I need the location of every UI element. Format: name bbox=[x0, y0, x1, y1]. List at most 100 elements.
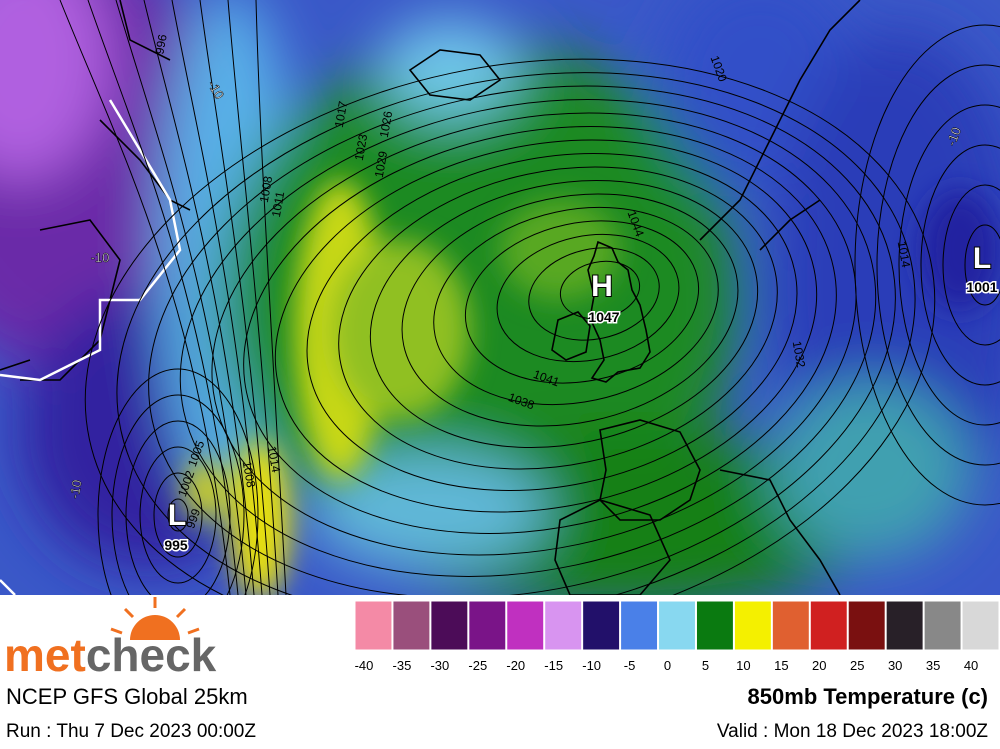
isobar bbox=[559, 260, 641, 320]
isobar-label: 1011 bbox=[269, 190, 287, 218]
isobar bbox=[369, 179, 759, 449]
isobar bbox=[964, 224, 1000, 306]
isobar bbox=[401, 193, 739, 427]
temperature-label: -10 bbox=[91, 250, 110, 265]
isobar bbox=[199, 0, 271, 595]
temperature-label: -10 bbox=[944, 125, 965, 148]
isobar bbox=[243, 126, 837, 534]
isobar bbox=[59, 0, 231, 595]
logo-sun bbox=[110, 597, 200, 640]
color-swatch bbox=[847, 600, 886, 651]
product-name: 850mb Temperature (c) bbox=[747, 684, 988, 709]
isobar bbox=[898, 104, 1000, 426]
scale-label: 30 bbox=[888, 658, 902, 673]
model-name: NCEP GFS Global 25km bbox=[6, 684, 248, 709]
coastlines bbox=[0, 0, 861, 595]
pressure-value: 1047 bbox=[588, 309, 619, 325]
isobar bbox=[433, 206, 719, 406]
run-time: Run : Thu 7 Dec 2023 00:00Z bbox=[6, 721, 256, 742]
pressure-value: 995 bbox=[164, 537, 188, 553]
color-swatch bbox=[771, 600, 810, 651]
pressure-symbol: H bbox=[591, 270, 613, 303]
color-swatch bbox=[923, 600, 962, 651]
isobar bbox=[84, 58, 936, 595]
isobar bbox=[153, 472, 203, 558]
isobar-label: 1023 bbox=[352, 133, 370, 162]
isobar-label: 1026 bbox=[377, 110, 395, 139]
scale-label: 10 bbox=[736, 658, 750, 673]
temperature-label: -10 bbox=[67, 479, 85, 500]
scale-label: -25 bbox=[468, 658, 487, 673]
isobar bbox=[338, 166, 778, 470]
isobar-label: 999 bbox=[183, 507, 203, 531]
isobar-label: 1008 bbox=[257, 175, 275, 204]
scale-label: 20 bbox=[812, 658, 826, 673]
color-swatch bbox=[885, 600, 924, 651]
isobar bbox=[143, 0, 255, 595]
color-swatch bbox=[392, 600, 431, 651]
color-swatch bbox=[620, 600, 659, 651]
isobar bbox=[148, 85, 896, 595]
isobar bbox=[179, 99, 877, 577]
color-swatch bbox=[809, 600, 848, 651]
isobar bbox=[274, 139, 818, 513]
isobar bbox=[139, 446, 217, 584]
isobar bbox=[920, 144, 1000, 386]
isobar bbox=[227, 0, 279, 595]
scale-label: -35 bbox=[393, 658, 412, 673]
weather-map: 9961008101110171023102610291044104110381… bbox=[0, 0, 1000, 595]
isobar bbox=[854, 24, 1000, 506]
color-scale: -40 -35 -30 -25 -20 -15 -10 -5 0 5 10 15 20 25 30 35 40 bbox=[354, 600, 1000, 673]
isobar bbox=[306, 153, 798, 491]
temperature-field bbox=[0, 0, 1000, 595]
scale-label: -10 bbox=[582, 658, 601, 673]
isobar bbox=[496, 233, 680, 363]
logo-part: met bbox=[4, 629, 86, 681]
isobar bbox=[116, 72, 916, 595]
scale-label: -40 bbox=[355, 658, 374, 673]
isobar bbox=[211, 112, 857, 556]
scale-label: -15 bbox=[544, 658, 563, 673]
color-swatch bbox=[468, 600, 507, 651]
color-swatch bbox=[695, 600, 734, 651]
color-swatch bbox=[354, 600, 393, 651]
isobar bbox=[125, 420, 231, 595]
isobars bbox=[59, 0, 1000, 595]
color-swatch bbox=[544, 600, 583, 651]
scale-label: -5 bbox=[624, 658, 636, 673]
isobar-label: 1017 bbox=[332, 100, 350, 129]
scale-label: 0 bbox=[664, 658, 671, 673]
isobar bbox=[115, 0, 247, 595]
scale-label: 40 bbox=[964, 658, 978, 673]
pressure-symbol: L bbox=[973, 242, 991, 275]
isobar bbox=[528, 247, 660, 341]
isobar-label: 996 bbox=[152, 33, 169, 55]
scale-label: 35 bbox=[926, 658, 940, 673]
isobar-label: 1032 bbox=[790, 340, 808, 369]
isobar bbox=[255, 0, 287, 595]
isobar bbox=[111, 394, 245, 595]
isobar-label: 1008 bbox=[240, 460, 258, 489]
scale-label: 25 bbox=[850, 658, 864, 673]
isobar-label: 1029 bbox=[372, 150, 390, 179]
color-swatch bbox=[506, 600, 545, 651]
color-swatch bbox=[430, 600, 469, 651]
isobar bbox=[876, 64, 1000, 466]
isobar bbox=[171, 0, 263, 595]
isobar bbox=[167, 498, 189, 532]
scale-label: -30 bbox=[430, 658, 449, 673]
pressure-value: 1001 bbox=[966, 279, 997, 295]
freezing-line bbox=[0, 99, 182, 595]
color-swatch bbox=[733, 600, 772, 651]
isobar bbox=[87, 0, 239, 595]
scale-label: -20 bbox=[506, 658, 525, 673]
pressure-symbol: L bbox=[168, 499, 186, 532]
logo: metcheck bbox=[4, 629, 217, 681]
footer-graphics: metcheck -40 -35 -30 -25 -20 -15 -10 -5 0 5 10 15 20… bbox=[4, 597, 1000, 681]
isobar-label: 1014 bbox=[265, 445, 283, 474]
valid-time: Valid : Mon 18 Dec 2023 18:00Z bbox=[716, 721, 988, 742]
isobar bbox=[942, 184, 1000, 346]
scale-label: 5 bbox=[702, 658, 709, 673]
isobar bbox=[464, 220, 700, 384]
